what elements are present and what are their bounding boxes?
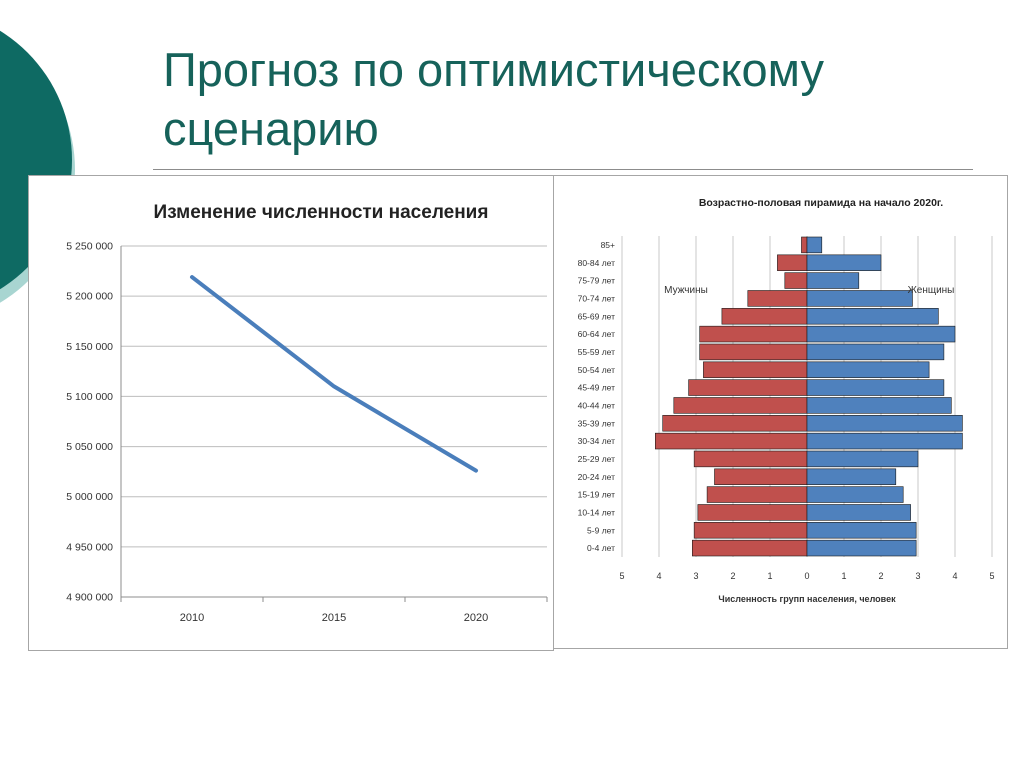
- men-bar: [692, 539, 808, 557]
- women-bar: [806, 522, 917, 539]
- x-tick-label: 2020: [464, 612, 488, 624]
- age-group-label: 10-14 лет: [578, 507, 616, 517]
- y-tick-label: 5 050 000: [66, 441, 113, 453]
- y-tick-label: 5 000 000: [66, 491, 113, 503]
- age-group-label: 75-79 лет: [578, 276, 616, 286]
- men-bar: [801, 236, 808, 254]
- y-tick-label: 4 950 000: [66, 541, 113, 553]
- age-group-label: 40-44 лет: [578, 400, 616, 410]
- women-bar: [806, 415, 963, 432]
- age-group-label: 15-19 лет: [578, 490, 616, 500]
- men-bar: [721, 308, 808, 325]
- slide-title: Прогноз по оптимистическому сценарию: [163, 43, 824, 155]
- women-bar: [806, 254, 882, 271]
- men-bar: [703, 361, 808, 378]
- x-axis-title: Численность групп населения, человек: [718, 594, 896, 604]
- population-line-chart: Изменение численности населения 5 250 000…: [66, 202, 548, 624]
- y-tick-label: 4 900 000: [66, 592, 113, 604]
- x-tick-label: 4: [952, 571, 957, 581]
- age-group-label: 30-34 лет: [578, 436, 616, 446]
- population-pyramid-chart: Возрастно-половая пирамида на начало 202…: [578, 197, 995, 604]
- line-chart-title: Изменение численности населения: [154, 202, 489, 223]
- men-bar: [699, 343, 808, 361]
- age-group-label: 85+: [601, 240, 615, 250]
- data-point: [475, 470, 477, 472]
- title-divider: [153, 169, 973, 170]
- men-bar: [747, 290, 808, 307]
- data-point: [333, 385, 335, 387]
- age-group-label: 5-9 лет: [587, 525, 615, 535]
- age-group-label: 55-59 лет: [578, 347, 616, 357]
- men-series-label: Мужчины: [664, 285, 708, 296]
- pyramid-chart-panel: Возрастно-половая пирамида на начало 202…: [553, 175, 1008, 649]
- x-tick-label: 5: [619, 571, 624, 581]
- men-bar: [714, 468, 808, 485]
- age-group-label: 50-54 лет: [578, 365, 616, 375]
- men-bar: [655, 432, 808, 450]
- men-bar: [688, 379, 808, 396]
- women-bar: [806, 308, 939, 325]
- age-group-label: 45-49 лет: [578, 383, 616, 393]
- women-bar: [806, 236, 823, 254]
- age-group-label: 70-74 лет: [578, 293, 616, 303]
- x-tick-label: 4: [656, 571, 661, 581]
- men-bar: [699, 325, 808, 343]
- men-bar: [697, 504, 808, 521]
- line-chart-panel: Изменение численности населения 5 250 000…: [28, 175, 554, 651]
- pyramid-chart-title: Возрастно-половая пирамида на начало 202…: [699, 197, 943, 209]
- x-tick-label: 2: [878, 571, 883, 581]
- x-tick-label: 0: [804, 571, 809, 581]
- women-bar: [806, 290, 913, 307]
- age-group-label: 60-64 лет: [578, 329, 616, 339]
- men-bar: [784, 272, 808, 289]
- men-bar: [706, 486, 808, 503]
- x-tick-label: 2010: [180, 612, 204, 624]
- population-series-line: [190, 275, 478, 473]
- age-group-label: 25-29 лет: [578, 454, 616, 464]
- x-tick-label: 2: [730, 571, 735, 581]
- x-tick-label: 1: [841, 571, 846, 581]
- age-group-label: 65-69 лет: [578, 311, 616, 321]
- women-bar: [806, 272, 860, 289]
- x-tick-label: 2015: [322, 612, 346, 624]
- women-bar: [806, 486, 904, 503]
- age-group-label: 80-84 лет: [578, 258, 616, 268]
- women-bar: [806, 450, 919, 468]
- men-bar: [662, 415, 808, 432]
- women-bar: [806, 397, 952, 414]
- men-bar: [673, 397, 808, 414]
- women-bar: [806, 539, 917, 557]
- y-tick-label: 5 100 000: [66, 391, 113, 403]
- women-bar: [806, 432, 963, 450]
- x-tick-label: 3: [693, 571, 698, 581]
- y-tick-label: 5 250 000: [66, 241, 113, 253]
- men-bar: [693, 450, 808, 468]
- y-tick-label: 5 200 000: [66, 291, 113, 303]
- men-bar: [777, 254, 808, 271]
- women-bar: [806, 468, 897, 485]
- x-tick-label: 1: [767, 571, 772, 581]
- y-tick-label: 5 150 000: [66, 341, 113, 353]
- data-point: [191, 276, 193, 278]
- age-group-label: 20-24 лет: [578, 472, 616, 482]
- age-group-label: 35-39 лет: [578, 418, 616, 428]
- men-bar: [693, 522, 808, 539]
- x-tick-label: 5: [989, 571, 994, 581]
- women-bar: [806, 379, 945, 396]
- women-bar: [806, 504, 911, 521]
- x-tick-label: 3: [915, 571, 920, 581]
- women-bar: [806, 361, 930, 378]
- women-bar: [806, 343, 945, 361]
- women-bar: [806, 325, 956, 343]
- women-series-label: Женщины: [908, 285, 955, 296]
- age-group-label: 0-4 лет: [587, 543, 615, 553]
